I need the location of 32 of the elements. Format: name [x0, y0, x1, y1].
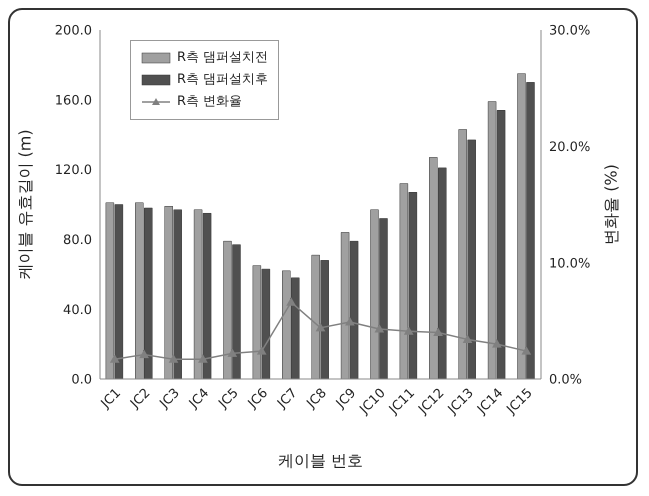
x-tick-label: JC1	[98, 386, 124, 412]
point	[404, 326, 414, 335]
y2-tick-label: 10.0%	[549, 256, 590, 272]
y-tick-label: 0.0	[71, 372, 92, 388]
y-tick-label: 160.0	[54, 93, 92, 108]
point	[110, 354, 120, 363]
y2-tick-label: 0.0%	[549, 372, 582, 388]
y-tick-label: 200.0	[54, 24, 92, 39]
legend-label: R측 변화율	[177, 93, 242, 111]
y-axis-title: 케이블 유효길이 (m)	[16, 129, 35, 280]
point	[316, 323, 325, 332]
legend-label: R측 댐퍼설치후	[177, 71, 268, 89]
y-tick-label: 40.0	[63, 302, 92, 318]
point	[140, 350, 149, 358]
y-tick-label: 120.0	[54, 163, 92, 178]
point	[374, 324, 384, 332]
point	[345, 317, 354, 326]
y2-axis-title: 변화율 (%)	[602, 164, 621, 245]
point	[434, 328, 443, 336]
point	[492, 340, 502, 348]
point	[522, 346, 531, 355]
point	[198, 354, 208, 363]
y-tick-label: 80.0	[63, 233, 92, 248]
y2-tick-label: 30.0%	[549, 24, 590, 39]
point	[286, 298, 296, 306]
point	[463, 334, 472, 343]
x-axis-title: 케이블 번호	[278, 451, 364, 470]
point	[169, 354, 178, 363]
y2-tick-label: 20.0%	[549, 140, 590, 155]
legend-label: R측 댐퍼설치전	[177, 49, 268, 67]
point	[228, 348, 237, 357]
point	[257, 346, 266, 355]
